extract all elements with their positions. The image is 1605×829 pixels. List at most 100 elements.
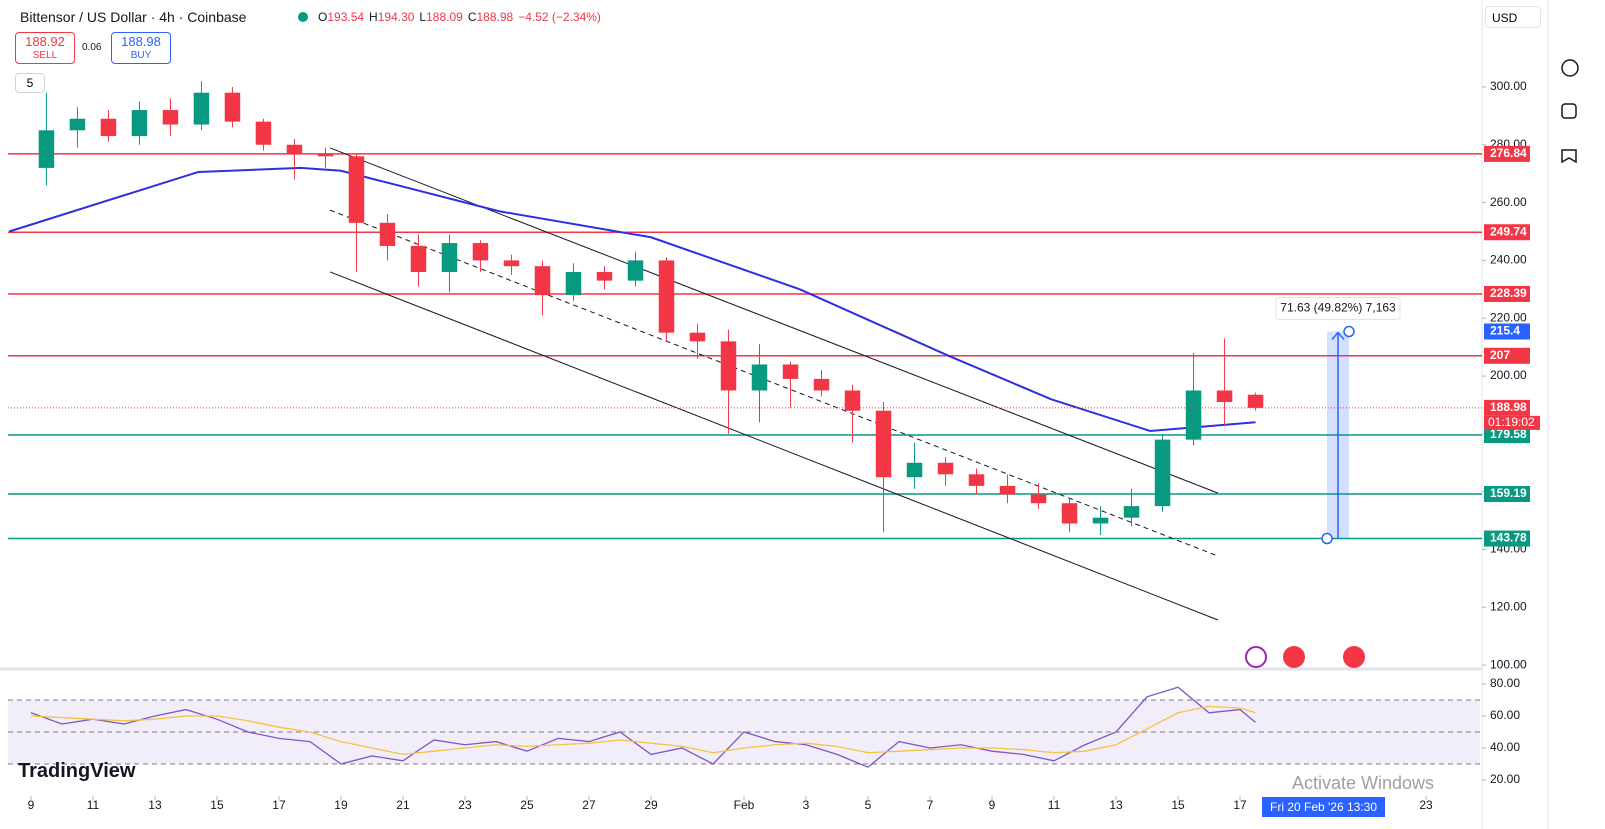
- measure-label-axis: 215.4: [1490, 324, 1520, 338]
- x-tick-label: 3: [803, 798, 810, 812]
- candle-body: [1154, 439, 1171, 507]
- candle-body: [162, 110, 179, 125]
- candle-body: [875, 410, 892, 478]
- x-tick-label: 29: [644, 798, 658, 812]
- candle-body: [38, 130, 55, 168]
- candle-body: [999, 485, 1016, 495]
- spread: 0.06: [82, 42, 102, 53]
- candle-body: [658, 260, 675, 333]
- candle-body: [69, 118, 86, 131]
- x-tick-label: 11: [1048, 798, 1061, 812]
- candle-body: [627, 260, 644, 281]
- currency-select[interactable]: USD: [1485, 6, 1541, 28]
- candle-body: [968, 474, 985, 486]
- candle-body: [565, 271, 582, 296]
- x-tick-label: 9: [28, 798, 35, 812]
- level-label-box: [1484, 224, 1530, 241]
- level-label: 207: [1490, 348, 1510, 362]
- activate-windows: Activate Windows: [1292, 773, 1435, 793]
- indicator-count: 5: [26, 76, 34, 90]
- ohlc-key: O: [318, 10, 328, 24]
- candle-body: [410, 245, 427, 272]
- x-tick-label: 27: [582, 798, 596, 812]
- toolbar-icon[interactable]: [1561, 103, 1577, 119]
- x-tick-label: 19: [334, 798, 348, 812]
- watermark: TradingView: [18, 760, 136, 782]
- measure-label: 71.63 (49.82%) 7,163: [1280, 301, 1396, 315]
- toolbar-icon[interactable]: [1561, 149, 1577, 164]
- level-label: 249.74: [1490, 224, 1527, 238]
- candle-body: [379, 222, 396, 246]
- candle-body: [751, 364, 768, 391]
- candle-body: [844, 390, 861, 411]
- last-price-label: 188.98: [1490, 400, 1527, 414]
- countdown: 01:19:02: [1488, 415, 1535, 429]
- sell-price: 188.92: [25, 34, 65, 49]
- sell-button[interactable]: 188.92 SELL: [15, 32, 75, 64]
- x-tick-label: 7: [927, 798, 934, 812]
- cursor-time: Fri 20 Feb '26 13:30: [1262, 797, 1386, 817]
- candle-body: [1247, 394, 1264, 408]
- event-icon[interactable]: [1283, 646, 1305, 668]
- candle-body: [534, 266, 551, 296]
- x-tick-label: 17: [272, 798, 286, 812]
- countdown-box: [1484, 415, 1540, 430]
- level-label: 276.84: [1490, 146, 1527, 160]
- ohlc-value: 188.09: [426, 10, 463, 24]
- toolbar-icon[interactable]: [1561, 59, 1579, 77]
- candle-body: [1092, 517, 1109, 524]
- y-tick-label: 200.00: [1490, 368, 1527, 382]
- buy-price: 188.98: [121, 34, 161, 49]
- y-tick-label: 120.00: [1490, 599, 1527, 613]
- event-icon[interactable]: [1245, 646, 1267, 668]
- candle-body: [689, 332, 706, 342]
- ohlc-value: 193.54: [327, 10, 365, 24]
- candle-body: [596, 271, 613, 281]
- x-tick-label: 9: [989, 798, 996, 812]
- y-tick-label: 80.00: [1490, 676, 1520, 690]
- x-tick-label: 5: [865, 798, 872, 812]
- event-icons[interactable]: [1245, 646, 1365, 668]
- y-tick-label: 60.00: [1490, 708, 1520, 722]
- candle-body: [1030, 494, 1047, 504]
- candle-body: [255, 121, 272, 145]
- y-tick-label: 300.00: [1490, 79, 1527, 93]
- event-icon[interactable]: [1343, 646, 1365, 668]
- measure-label-axis-box: [1484, 323, 1530, 340]
- indicator-toggle[interactable]: 5: [15, 73, 45, 93]
- level-label-box: [1484, 486, 1530, 503]
- candle-body: [286, 144, 303, 154]
- x-tick-label: 13: [1109, 798, 1123, 812]
- symbol-title[interactable]: Bittensor / US Dollar · 4h · Coinbase: [20, 9, 247, 25]
- y-tick-label: 40.00: [1490, 740, 1520, 754]
- candle-body: [131, 110, 148, 137]
- candle-body: [317, 153, 334, 157]
- buy-button[interactable]: 188.98 BUY: [111, 32, 171, 64]
- candle-body: [348, 156, 365, 223]
- x-tick-label: 11: [87, 798, 100, 812]
- y-tick-label: 240.00: [1490, 253, 1527, 267]
- x-tick-label: 21: [396, 798, 410, 812]
- market-status: [298, 12, 308, 22]
- measure-handle: [1343, 325, 1355, 338]
- candle-body: [1185, 390, 1202, 440]
- level-label: 228.39: [1490, 286, 1527, 300]
- candle-body: [472, 243, 489, 261]
- candle-body: [1123, 506, 1140, 518]
- right-toolbar[interactable]: [1561, 59, 1579, 164]
- rsi-line: [30, 705, 1256, 756]
- x-tick-label: 25: [520, 798, 534, 812]
- ohlc-key: C: [467, 10, 477, 24]
- level-label: 159.19: [1490, 486, 1527, 500]
- level-label-box: [1484, 427, 1530, 444]
- x-tick-label: 23: [458, 798, 472, 812]
- measure-head: [1331, 331, 1345, 340]
- level-label-box: [1484, 530, 1530, 547]
- level-label-box: [1484, 285, 1530, 302]
- measure-label-box: [1275, 297, 1401, 321]
- trendline: [329, 271, 1219, 621]
- x-tick-label: 13: [148, 798, 162, 812]
- candle-body: [782, 364, 799, 379]
- candle-body: [224, 92, 241, 122]
